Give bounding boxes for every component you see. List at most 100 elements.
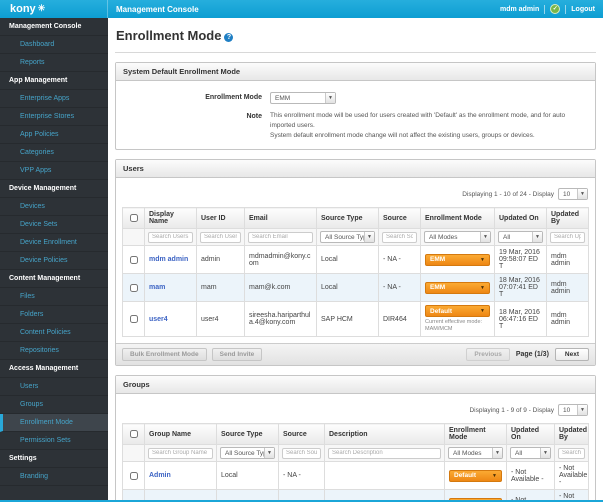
cell-description xyxy=(324,461,445,491)
col-email: Email xyxy=(244,207,317,230)
filter-updated-by-input[interactable] xyxy=(550,231,585,243)
sidebar-item-repositories[interactable]: Repositories xyxy=(0,342,108,360)
enrollment-mode-dropdown[interactable]: Default▼ xyxy=(449,497,502,500)
user-link[interactable]: mam xyxy=(149,284,166,292)
group-link[interactable]: Admin xyxy=(149,472,171,480)
filter-source-type-select[interactable]: All Source Types▼ xyxy=(320,231,375,244)
app-title: Management Console xyxy=(116,4,199,14)
user-link[interactable]: user4 xyxy=(149,315,168,323)
divider xyxy=(565,4,567,14)
next-button[interactable]: Next xyxy=(554,348,589,362)
chevron-down-icon: ▼ xyxy=(264,448,274,459)
sidebar-item-vpp-apps[interactable]: VPP Apps xyxy=(0,162,108,180)
cell-source-type: Local xyxy=(216,461,279,491)
cell-source: - NA - xyxy=(378,273,421,303)
send-invite-button[interactable]: Send Invite xyxy=(211,348,263,362)
filter-group-name-input[interactable] xyxy=(148,447,213,459)
row-checkbox[interactable] xyxy=(129,471,138,480)
cell-source-type: Local xyxy=(316,273,379,303)
bulk-enrollment-mode-button[interactable]: Bulk Enrollment Mode xyxy=(122,348,207,362)
cell-source-type: Local xyxy=(316,245,379,275)
cell-user-id: admin xyxy=(196,245,245,275)
enrollment-mode-dropdown[interactable]: Default▼ xyxy=(425,305,490,318)
filter-source-type-select[interactable]: All Source Types▼ xyxy=(220,447,275,460)
logout-link[interactable]: Logout xyxy=(571,5,595,13)
groups-table: Group Name Source Type Source Descriptio… xyxy=(122,423,589,500)
users-panel: Users Displaying 1 - 10 of 24 - Display … xyxy=(115,159,596,367)
sidebar-item-permission-sets[interactable]: Permission Sets xyxy=(0,432,108,450)
filter-updated-on-select[interactable]: All ▼ xyxy=(498,231,543,244)
main-content: Enrollment Mode ? System Default Enrollm… xyxy=(108,18,603,500)
sidebar-item-folders[interactable]: Folders xyxy=(0,306,108,324)
cell-updated-by: mdm admin xyxy=(546,301,589,338)
filter-email-input[interactable] xyxy=(248,231,313,243)
cell-email: mdmadmin@kony.com xyxy=(244,245,317,275)
filter-users-input[interactable] xyxy=(148,231,193,243)
enrollment-mode-dropdown[interactable]: EMM ▼ xyxy=(425,281,490,294)
table-row: Admin Local - NA - Default ▼ - Not Availa… xyxy=(122,461,589,491)
groups-page-size-select[interactable]: 10 ▼ xyxy=(558,404,588,417)
sidebar-item-device-sets[interactable]: Device Sets xyxy=(0,216,108,234)
filter-source-input[interactable] xyxy=(282,447,321,459)
chevron-down-icon: ▼ xyxy=(480,256,485,263)
chevron-down-icon: ▼ xyxy=(480,284,485,291)
col-updated-by: Updated By xyxy=(546,207,589,230)
sidebar-item-dashboard[interactable]: Dashboard xyxy=(0,36,108,54)
previous-button[interactable]: Previous xyxy=(466,348,510,362)
cell-email: mam@k.com xyxy=(244,273,317,303)
chevron-down-icon: ▼ xyxy=(540,448,550,459)
system-enrollment-mode-select[interactable]: EMM ▼ xyxy=(270,92,336,104)
sidebar-item-app-policies[interactable]: App Policies xyxy=(0,126,108,144)
cell-source-type: Local xyxy=(216,489,279,500)
cell-updated-by: - Not Available - xyxy=(554,489,589,500)
users-panel-header: Users xyxy=(116,160,595,179)
sidebar-item-content-policies[interactable]: Content Policies xyxy=(0,324,108,342)
filter-updated-by-input[interactable] xyxy=(558,447,585,459)
sidebar-item-branding[interactable]: Branding xyxy=(0,468,108,486)
sidebar-item-files[interactable]: Files xyxy=(0,288,108,306)
enrollment-mode-label: Enrollment Mode xyxy=(205,94,262,101)
row-checkbox[interactable] xyxy=(129,283,138,292)
sidebar-item-enterprise-stores[interactable]: Enterprise Stores xyxy=(0,108,108,126)
filter-username-input[interactable] xyxy=(200,231,241,243)
filter-source-input[interactable] xyxy=(382,231,417,243)
page-indicator: Page (1/3) xyxy=(515,351,549,359)
user-link[interactable]: mdm admin xyxy=(149,256,189,264)
users-page-size-select[interactable]: 10 ▼ xyxy=(558,188,588,201)
filter-mode-select[interactable]: All Modes ▼ xyxy=(424,231,491,244)
filter-description-input[interactable] xyxy=(328,447,441,459)
sidebar-item-devices[interactable]: Devices xyxy=(0,198,108,216)
cell-updated-by: mdm admin xyxy=(546,273,589,303)
sidebar-item-enterprise-apps[interactable]: Enterprise Apps xyxy=(0,90,108,108)
status-check-icon[interactable]: ✓ xyxy=(550,4,561,14)
col-source: Source xyxy=(378,207,421,230)
sidebar-item-device-policies[interactable]: Device Policies xyxy=(0,252,108,270)
user-name[interactable]: mdm admin xyxy=(499,5,540,13)
select-all-groups-checkbox[interactable] xyxy=(129,430,138,439)
cell-source: - NA - xyxy=(278,461,325,491)
note-text: This enrollment mode will be used for us… xyxy=(270,112,566,140)
sidebar-item-enrollment-mode[interactable]: Enrollment Mode xyxy=(0,414,108,432)
col-updated-on: Updated On xyxy=(494,207,547,230)
row-checkbox[interactable] xyxy=(129,315,138,324)
enrollment-mode-dropdown[interactable]: EMM ▼ xyxy=(425,253,490,266)
sidebar-item-categories[interactable]: Categories xyxy=(0,144,108,162)
col-updated-by: Updated By xyxy=(554,423,589,446)
sidebar-section-management-console: Management Console xyxy=(0,18,108,36)
sidebar-item-users[interactable]: Users xyxy=(0,378,108,396)
row-checkbox[interactable] xyxy=(129,255,138,264)
select-all-users-checkbox[interactable] xyxy=(129,214,138,223)
sidebar-item-groups[interactable]: Groups xyxy=(0,396,108,414)
help-icon[interactable]: ? xyxy=(224,33,234,42)
enrollment-mode-dropdown[interactable]: Default▼ xyxy=(449,469,502,482)
sidebar-item-device-enrollment[interactable]: Device Enrollment xyxy=(0,234,108,252)
page-title: Enrollment Mode xyxy=(116,28,222,43)
col-source-type: Source Type xyxy=(216,423,279,446)
system-default-panel-header: System Default Enrollment Mode xyxy=(116,63,595,81)
groups-panel: Groups Displaying 1 - 9 of 9 - Display 1… xyxy=(115,375,596,500)
filter-updated-on-select[interactable]: All ▼ xyxy=(510,447,551,460)
filter-mode-select[interactable]: All Modes ▼ xyxy=(448,447,503,460)
kony-logo: kony ✳ xyxy=(0,0,108,18)
sidebar-item-reports[interactable]: Reports xyxy=(0,54,108,72)
chevron-down-icon: ▼ xyxy=(577,189,587,200)
